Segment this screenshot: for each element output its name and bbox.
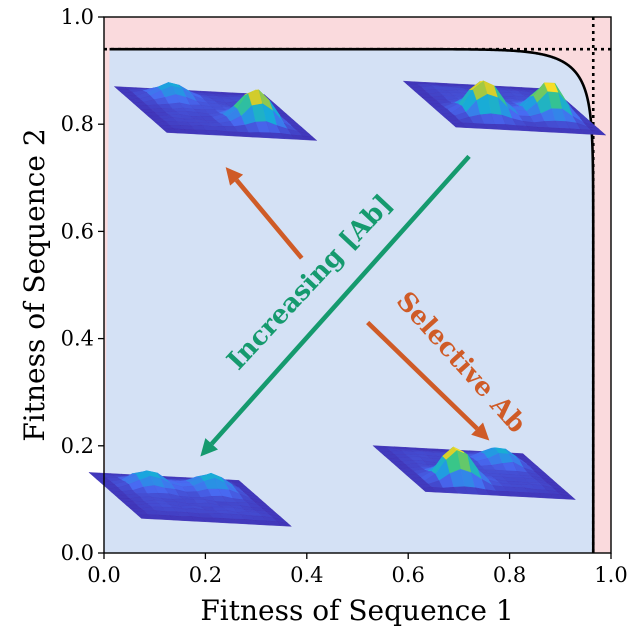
x-tick-label-1: 0.2	[189, 563, 222, 587]
plot-frame	[103, 16, 612, 554]
y-tick-label-5: 1.0	[61, 5, 94, 29]
x-tick-label-2: 0.4	[290, 563, 323, 587]
surface-bottom-left	[88, 470, 292, 527]
y-tick-label-1: 0.2	[61, 434, 94, 458]
y-tick-label-2: 0.4	[61, 327, 94, 351]
y-tick-label-0: 0.0	[61, 541, 94, 565]
x-axis-label: Fitness of Sequence 1	[200, 594, 513, 627]
y-axis-label: Fitness of Sequence 2	[18, 128, 51, 441]
orange-arrow-down	[366, 320, 490, 441]
x-tick-label-5: 1.0	[594, 563, 627, 587]
green-arrow	[200, 154, 471, 457]
y-tick-label-3: 0.6	[61, 219, 94, 243]
x-tick-label-3: 0.6	[391, 563, 424, 587]
surface-bottom-right	[372, 445, 576, 500]
surface-top-right	[402, 80, 607, 136]
x-tick-label-4: 0.8	[493, 563, 526, 587]
orange-arrow-up	[225, 167, 304, 260]
surface-top-left	[113, 81, 318, 141]
x-tick-label-0: 0.0	[87, 563, 120, 587]
y-tick-label-4: 0.8	[61, 112, 94, 136]
